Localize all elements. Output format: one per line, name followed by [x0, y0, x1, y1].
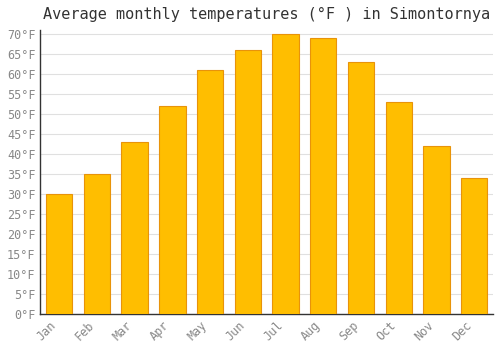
Bar	[310, 38, 336, 314]
Title: Average monthly temperatures (°F ) in Simontornya: Average monthly temperatures (°F ) in Si…	[43, 7, 490, 22]
Bar	[272, 34, 299, 314]
Bar	[234, 50, 261, 314]
Bar	[122, 142, 148, 314]
Bar	[461, 178, 487, 314]
Bar	[386, 102, 412, 314]
Bar	[197, 70, 224, 314]
Bar	[159, 106, 186, 314]
Bar	[424, 146, 450, 314]
Bar	[84, 174, 110, 314]
Bar	[348, 62, 374, 314]
Bar	[46, 194, 72, 314]
